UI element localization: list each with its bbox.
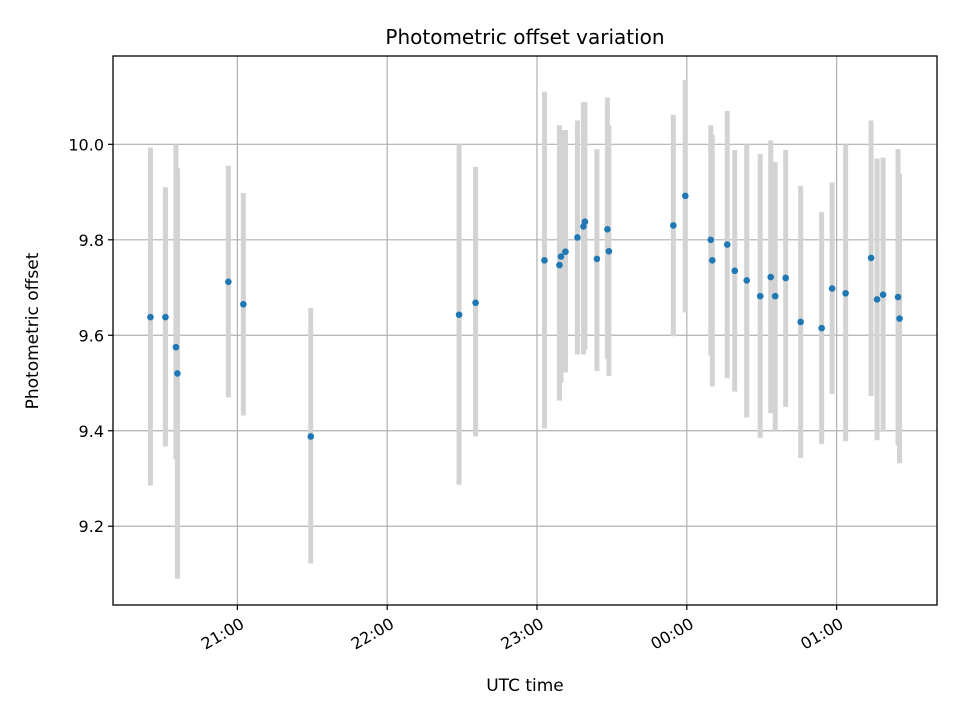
data-point (782, 274, 789, 282)
plot-frame (112, 55, 938, 606)
data-point (225, 278, 232, 286)
data-point (670, 222, 677, 229)
data-point (147, 313, 154, 321)
chart-title: Photometric offset variation (385, 25, 664, 49)
y-tick-label: 9.6 (79, 326, 104, 345)
data-point (557, 253, 565, 260)
data-point (867, 254, 875, 262)
data-point (172, 343, 180, 351)
data-point (593, 255, 601, 263)
y-tick-label: 9.4 (79, 422, 104, 441)
data-point (562, 248, 569, 256)
data-point (174, 370, 181, 377)
data-point (723, 241, 731, 248)
data-point (472, 299, 479, 307)
data-point (731, 267, 739, 275)
data-point (879, 291, 887, 298)
data-point (708, 257, 716, 264)
data-point (541, 257, 548, 264)
data-point (605, 247, 613, 255)
data-point (581, 218, 589, 225)
y-axis-label: Photometric offset (23, 252, 43, 409)
data-point (707, 236, 715, 244)
data-point (682, 192, 689, 200)
data-point (771, 292, 779, 300)
data-point (767, 273, 775, 281)
data-point (818, 324, 825, 332)
data-points (147, 192, 903, 440)
data-point (873, 296, 881, 303)
data-point (240, 300, 247, 308)
data-point (756, 292, 764, 300)
data-point (307, 433, 315, 440)
data-point (556, 261, 563, 269)
data-point (574, 234, 581, 241)
data-point (604, 225, 611, 233)
data-point (842, 289, 849, 297)
data-point (896, 315, 903, 322)
data-point (162, 313, 169, 321)
y-tick-label: 10.0 (68, 135, 104, 154)
y-tick-label: 9.2 (79, 517, 104, 536)
data-point (743, 277, 751, 284)
data-point (797, 318, 804, 326)
y-tick-label: 9.8 (79, 231, 104, 250)
x-axis-label: UTC time (486, 676, 564, 696)
data-point (894, 293, 902, 301)
data-point (828, 285, 836, 292)
data-point (455, 311, 463, 319)
